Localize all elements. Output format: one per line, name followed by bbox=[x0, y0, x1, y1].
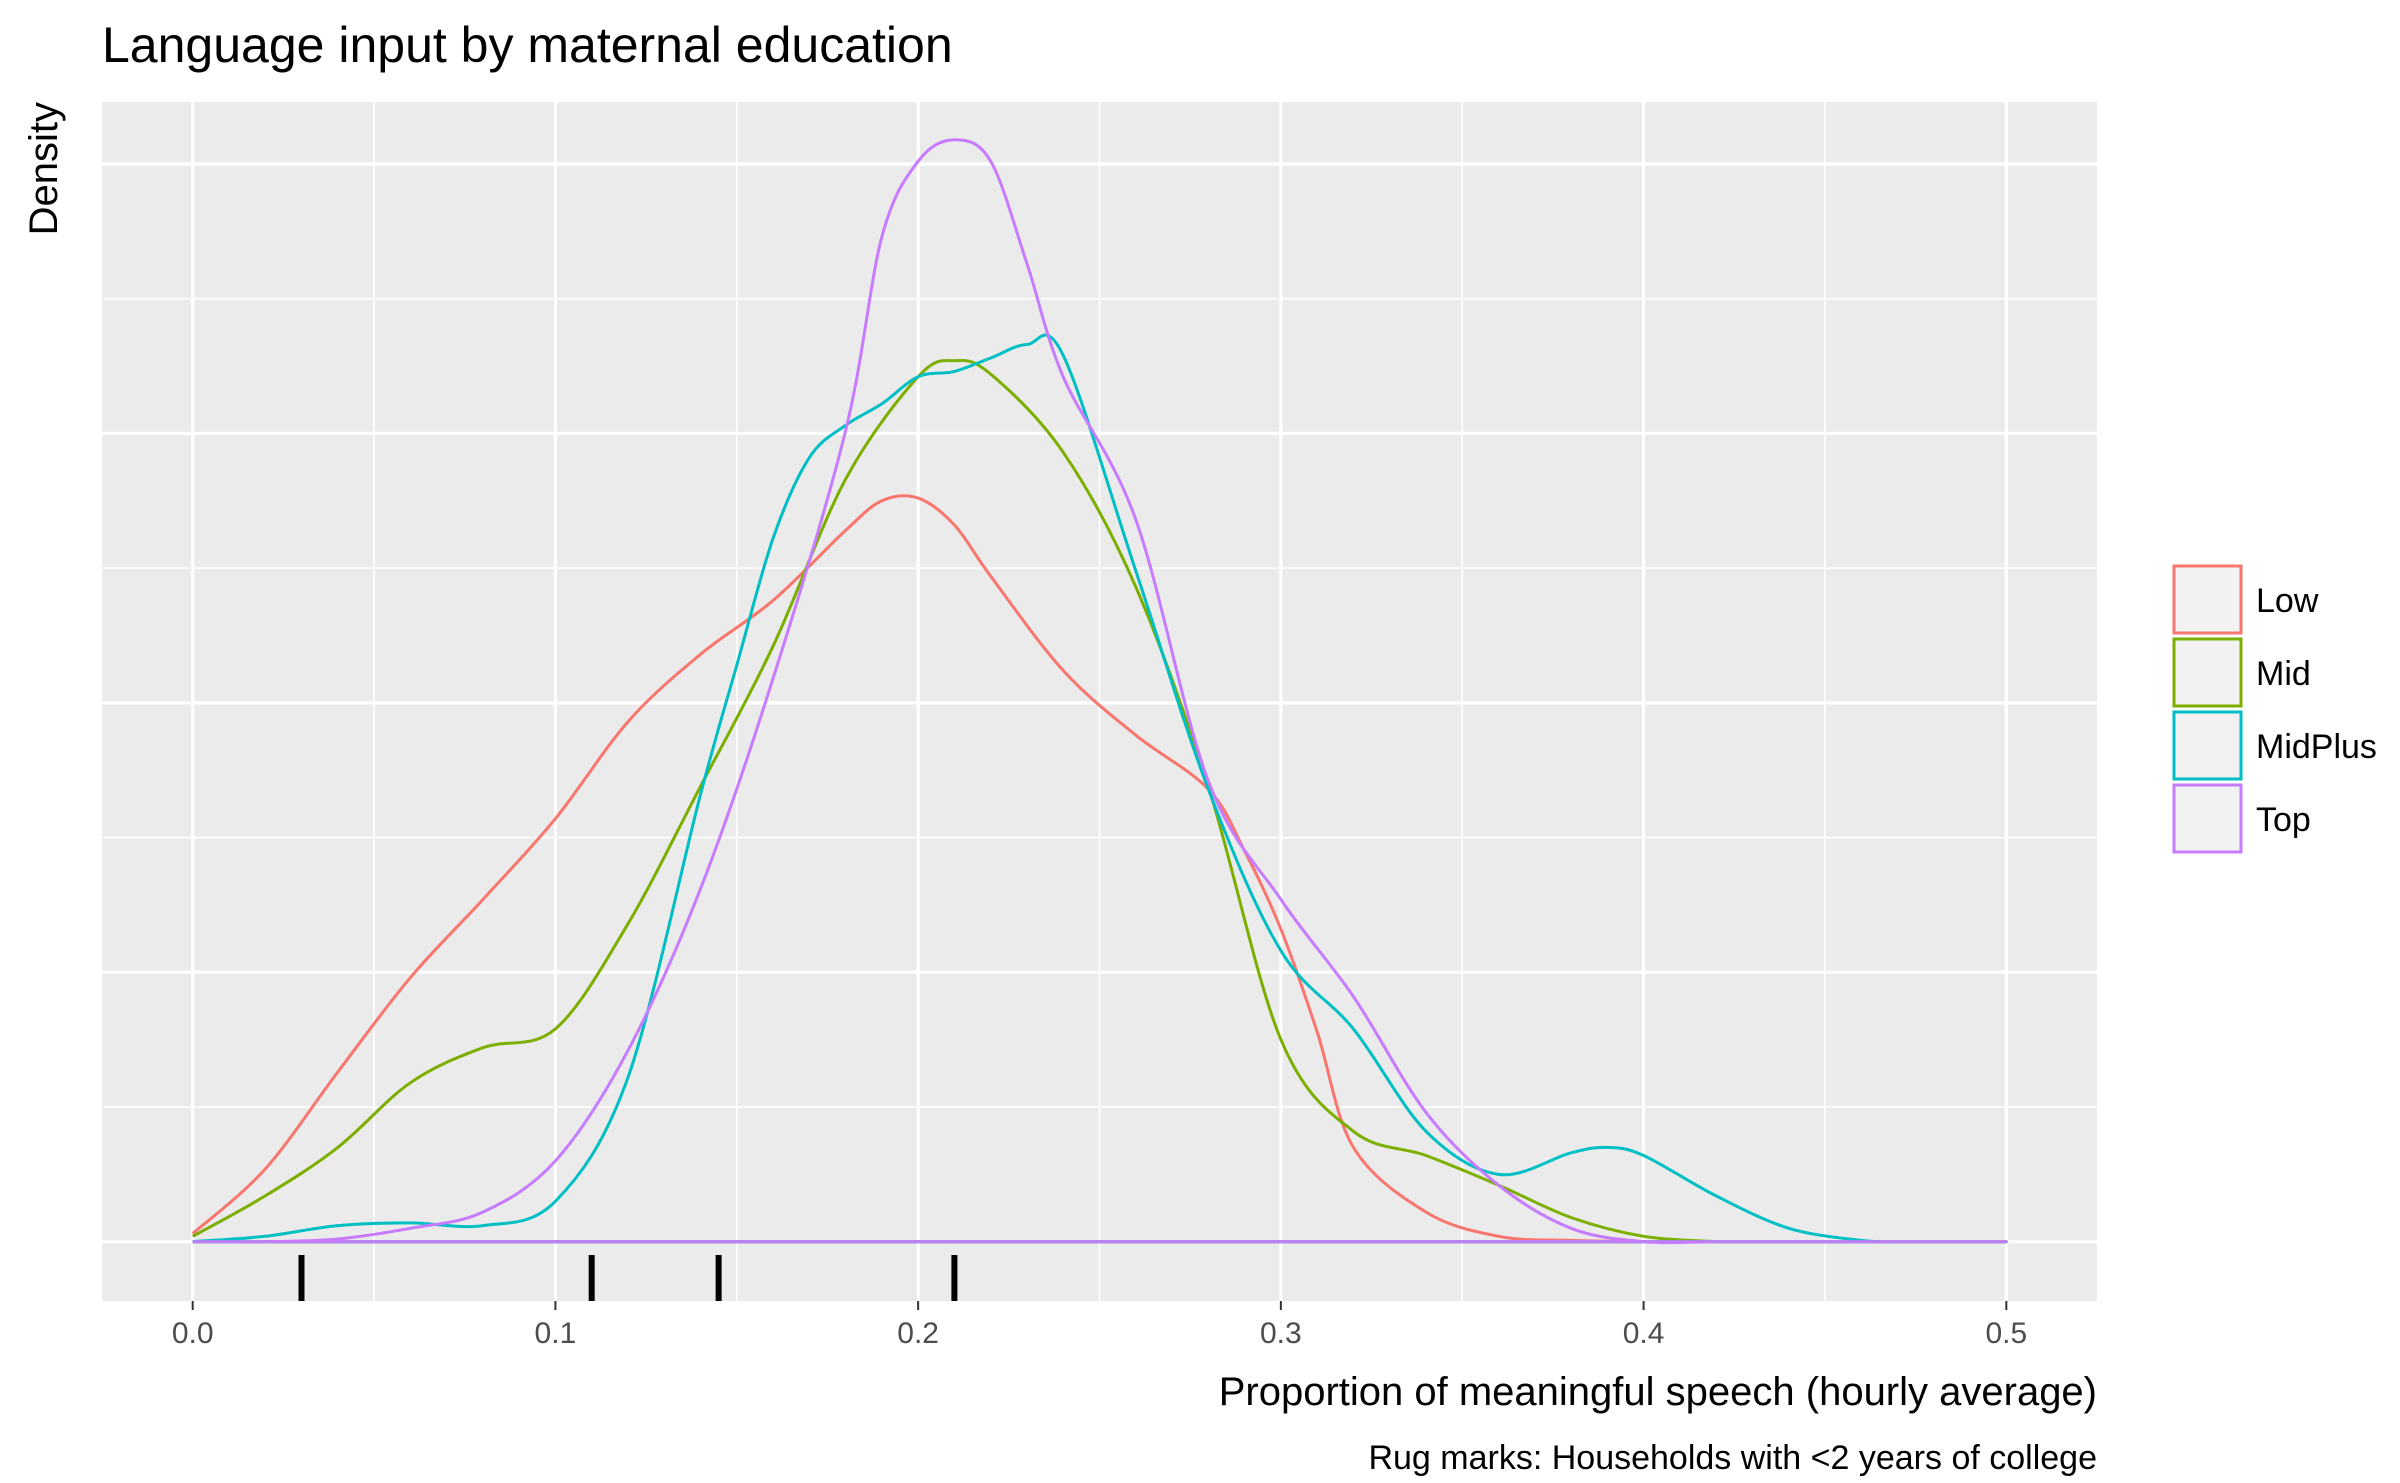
chart-caption: Rug marks: Households with <2 years of c… bbox=[1368, 1439, 2097, 1477]
y-axis-label: Density bbox=[22, 102, 66, 235]
density-line-low bbox=[191, 494, 2008, 1244]
x-tick-label: 0.2 bbox=[897, 1317, 939, 1350]
x-axis-label: Proportion of meaningful speech (hourly … bbox=[1219, 1370, 2097, 1414]
legend-label-mid: Mid bbox=[2256, 655, 2311, 693]
rug-marks bbox=[298, 1255, 958, 1301]
legend-label-top: Top bbox=[2256, 801, 2311, 839]
legend-label-low: Low bbox=[2256, 582, 2319, 620]
legend-key-midplus bbox=[2172, 710, 2243, 781]
density-line-top bbox=[192, 138, 2008, 1245]
legend-key-mid bbox=[2172, 637, 2243, 708]
x-tick-label: 0.1 bbox=[535, 1317, 577, 1350]
x-tick-label: 0.5 bbox=[1985, 1317, 2027, 1350]
density-line-midplus bbox=[192, 333, 2008, 1244]
x-axis-ticks: 0.0 0.1 0.2 0.3 0.4 0.5 bbox=[172, 1301, 2027, 1350]
x-tick-label: 0.3 bbox=[1260, 1317, 1302, 1350]
legend-key-low bbox=[2172, 564, 2243, 635]
density-lines bbox=[191, 138, 2008, 1245]
x-tick-label: 0.0 bbox=[172, 1317, 214, 1350]
legend-key-top bbox=[2172, 783, 2243, 854]
legend-label-midplus: MidPlus bbox=[2256, 728, 2377, 766]
density-line-mid bbox=[191, 358, 2008, 1244]
chart-title: Language input by maternal education bbox=[102, 17, 953, 73]
legend: Low Mid MidPlus Top bbox=[2172, 564, 2377, 854]
x-tick-label: 0.4 bbox=[1623, 1317, 1665, 1350]
